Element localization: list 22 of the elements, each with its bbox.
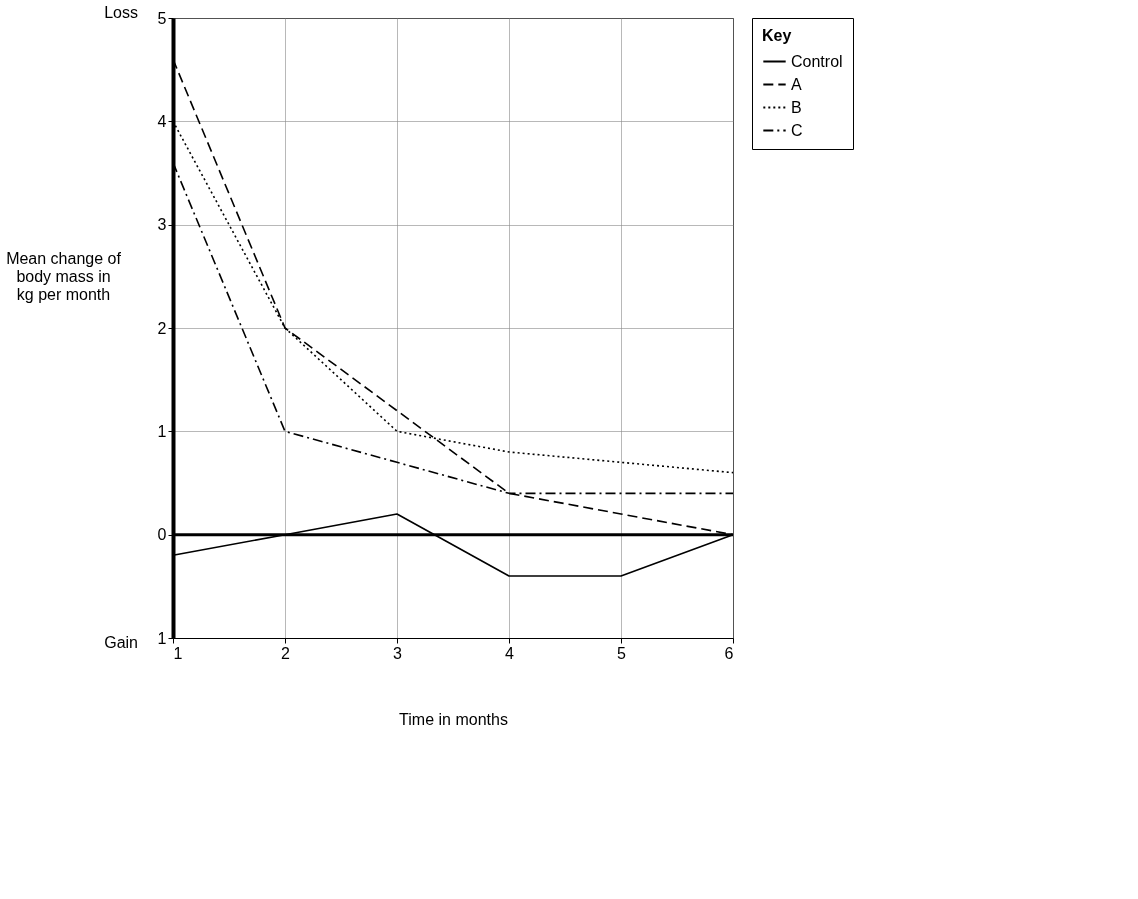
legend-label: A — [791, 75, 802, 93]
x-tick-label: 5 — [617, 644, 627, 662]
y-tick-label: 1 — [157, 629, 167, 647]
text: Gain — [104, 634, 138, 651]
x-tick-label: 2 — [281, 644, 291, 662]
x-tick-label: 1 — [173, 644, 183, 662]
x-tick-label: 6 — [724, 644, 734, 662]
y-tick-label: 3 — [157, 216, 167, 234]
y-tick-label: 4 — [157, 112, 167, 130]
legend-label: B — [791, 98, 802, 116]
text: Loss — [104, 4, 138, 21]
y-tick-label: 5 — [157, 9, 167, 27]
y-tick-label: 0 — [157, 526, 167, 544]
x-tick-label: 3 — [393, 644, 403, 662]
x-axis-title: Time in months — [399, 710, 508, 728]
x-tick-label: 4 — [505, 644, 515, 662]
y-tick-label: 1 — [157, 422, 167, 440]
legend-label: Control — [791, 52, 843, 70]
y-axis-title: Mean change of body mass in kg per month — [6, 249, 122, 303]
legend-label: C — [791, 121, 803, 139]
legend-title: Key — [762, 27, 792, 44]
y-tick-label: 2 — [157, 319, 167, 337]
